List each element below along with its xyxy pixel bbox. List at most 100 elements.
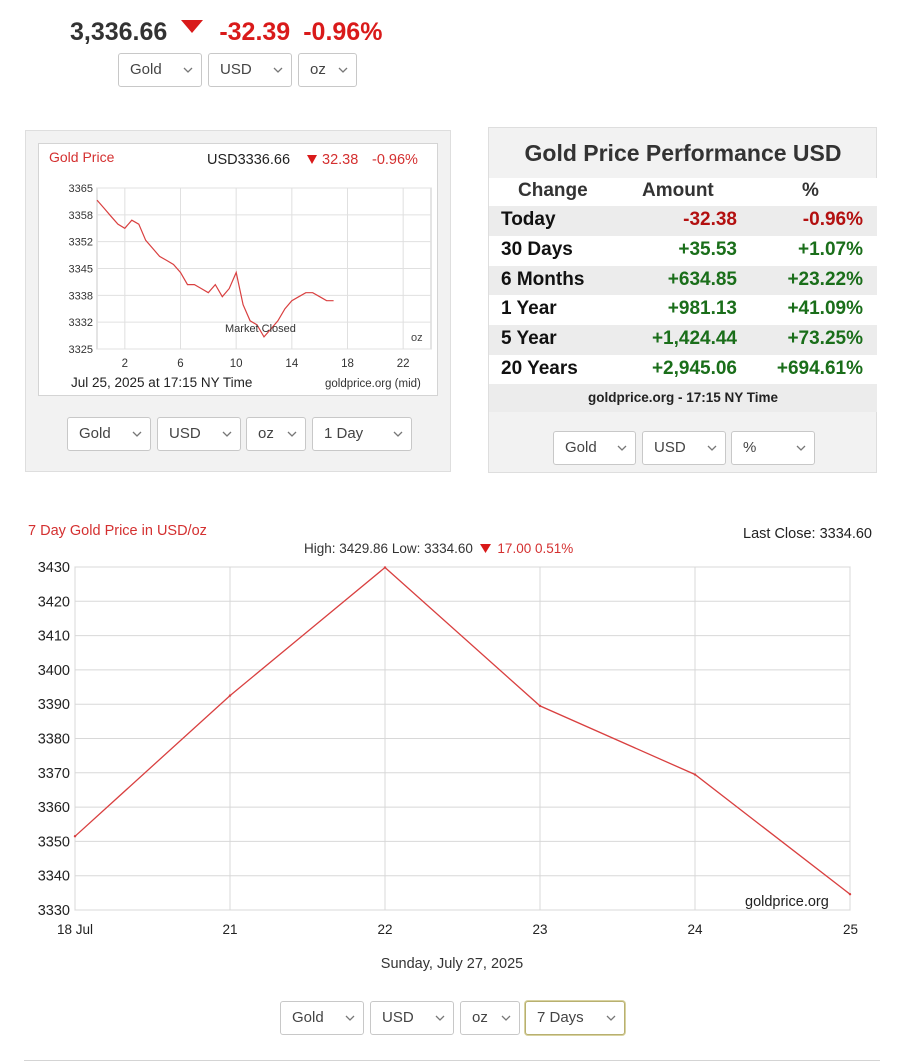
mini-x-tick-label: 18 <box>341 358 354 370</box>
down-triangle-icon <box>307 155 317 164</box>
big-chart-title: 7 Day Gold Price in USD/oz <box>28 523 207 539</box>
row-amount: +634.85 <box>667 269 737 290</box>
mini-metal-select[interactable]: Gold <box>67 417 151 451</box>
chevron-down-icon <box>435 1015 445 1021</box>
table-row: 1 Year +981.13 +41.09% <box>489 295 877 325</box>
currency-select-value: USD <box>220 61 252 78</box>
mini-unit-select[interactable]: oz <box>246 417 306 451</box>
mini-y-tick-label: 3365 <box>69 183 93 195</box>
metal-select[interactable]: Gold <box>118 53 202 87</box>
mini-x-tick-label: 2 <box>122 358 128 370</box>
big-chart-grid <box>74 566 851 911</box>
performance-title: Gold Price Performance USD <box>524 140 842 166</box>
big-range-select-value: 7 Days <box>537 1009 584 1026</box>
row-label: 5 Year <box>501 328 557 349</box>
big-chart-point <box>693 773 697 776</box>
big-chart-point <box>848 893 852 896</box>
big-metal-select[interactable]: Gold <box>280 1001 364 1035</box>
mini-unit-label: oz <box>411 332 423 344</box>
mini-range-select[interactable]: 1 Day <box>312 417 412 451</box>
mini-y-tick-label: 3358 <box>69 210 93 222</box>
mini-quote-percent: -0.96% <box>372 152 418 168</box>
mini-chart-quote: USD3336.66 32.38 -0.96% <box>207 152 418 168</box>
big-chart-points <box>73 566 852 896</box>
big-unit-select[interactable]: oz <box>460 1001 520 1035</box>
big-chart-point <box>538 704 542 708</box>
row-amount: -32.38 <box>683 209 737 230</box>
perf-currency-select-value: USD <box>654 439 686 456</box>
header-change: Change <box>518 180 588 201</box>
mini-chart-svg: Gold Price USD3336.66 32.38 -0.96% 3365 3… <box>49 149 432 390</box>
mini-x-tick-label: 22 <box>397 358 410 370</box>
down-triangle-icon <box>479 544 491 553</box>
price-change-percent: -0.96% <box>303 17 383 46</box>
mini-currency-select[interactable]: USD <box>157 417 241 451</box>
table-row: Today -32.38 -0.96% <box>489 206 877 236</box>
big-chart-point <box>383 566 387 569</box>
big-y-tick-label: 3390 <box>38 697 70 713</box>
unit-select[interactable]: oz <box>298 53 357 87</box>
row-percent: +73.25% <box>787 328 863 349</box>
down-triangle-icon <box>181 19 204 33</box>
perf-mode-select-value: % <box>743 439 757 456</box>
big-unit-select-value: oz <box>472 1009 488 1026</box>
chevron-down-icon <box>617 445 627 451</box>
big-y-tick-label: 3430 <box>38 560 70 576</box>
table-row: 6 Months +634.85 +23.22% <box>489 266 877 296</box>
big-y-tick-label: 3330 <box>38 903 70 919</box>
big-y-tick-label: 3410 <box>38 629 70 645</box>
mini-chart-grid <box>96 187 432 350</box>
big-y-tick-label: 3370 <box>38 766 70 782</box>
big-range-select[interactable]: 7 Days <box>525 1001 625 1035</box>
unit-select-value: oz <box>310 61 326 78</box>
row-amount: +981.13 <box>667 298 737 319</box>
row-percent: +1.07% <box>798 239 863 260</box>
mini-y-tick-label: 3325 <box>69 344 93 356</box>
big-x-tick-label: 22 <box>377 922 392 937</box>
chevron-down-icon <box>132 431 142 437</box>
market-closed-label: Market Closed <box>225 323 296 335</box>
chevron-down-icon <box>707 445 717 451</box>
header-amount: Amount <box>642 180 714 201</box>
header-percent: % <box>802 180 819 201</box>
big-chart-point <box>73 835 77 838</box>
mini-y-tick-label: 3332 <box>69 317 93 329</box>
row-label: 30 Days <box>501 239 573 260</box>
mini-chart-y-axis: 3365 3358 3352 3345 3338 3332 3325 <box>69 183 93 356</box>
perf-metal-select[interactable]: Gold <box>553 431 636 465</box>
row-amount: +1,424.44 <box>651 328 737 349</box>
big-chart-x-axis: 18 Jul 21 22 23 24 25 <box>57 922 858 937</box>
table-row: 5 Year +1,424.44 +73.25% <box>489 325 877 355</box>
mini-quote-price: USD3336.66 <box>207 152 290 168</box>
metal-select-value: Gold <box>130 61 162 78</box>
perf-mode-select[interactable]: % <box>731 431 815 465</box>
currency-select[interactable]: USD <box>208 53 292 87</box>
perf-currency-select[interactable]: USD <box>642 431 726 465</box>
mini-chart-title: Gold Price <box>49 149 115 165</box>
row-percent: +23.22% <box>787 269 863 290</box>
high-low-text: High: 3429.86 Low: 3334.60 <box>304 541 473 556</box>
chevron-down-icon <box>287 431 297 437</box>
bottom-divider <box>24 1060 880 1061</box>
perf-metal-select-value: Gold <box>565 439 597 456</box>
row-percent: +41.09% <box>787 298 863 319</box>
big-y-tick-label: 3420 <box>38 594 70 610</box>
chart-watermark: goldprice.org <box>745 894 829 910</box>
big-metal-select-value: Gold <box>292 1009 324 1026</box>
mini-quote-change: 32.38 <box>322 152 358 168</box>
mini-x-tick-label: 10 <box>230 358 243 370</box>
chevron-down-icon <box>183 67 193 73</box>
big-x-tick-label: 25 <box>843 922 858 937</box>
mini-currency-select-value: USD <box>169 425 201 442</box>
big-currency-select[interactable]: USD <box>370 1001 454 1035</box>
big-x-tick-label: 24 <box>687 922 703 937</box>
mini-chart-x-axis: 2 6 10 14 18 22 <box>122 358 410 370</box>
big-x-tick-label: 23 <box>532 922 547 937</box>
current-price: 3,336.66 <box>70 17 168 46</box>
mini-metal-select-value: Gold <box>79 425 111 442</box>
big-chart-change: 17.00 0.51% <box>497 541 574 556</box>
chevron-down-icon <box>345 1015 355 1021</box>
row-amount: +35.53 <box>678 239 737 260</box>
price-change: -32.39 <box>219 17 291 46</box>
big-chart-svg: 3330 3340 3350 3360 3370 3380 3390 3400 3410 3420… <box>38 560 858 937</box>
